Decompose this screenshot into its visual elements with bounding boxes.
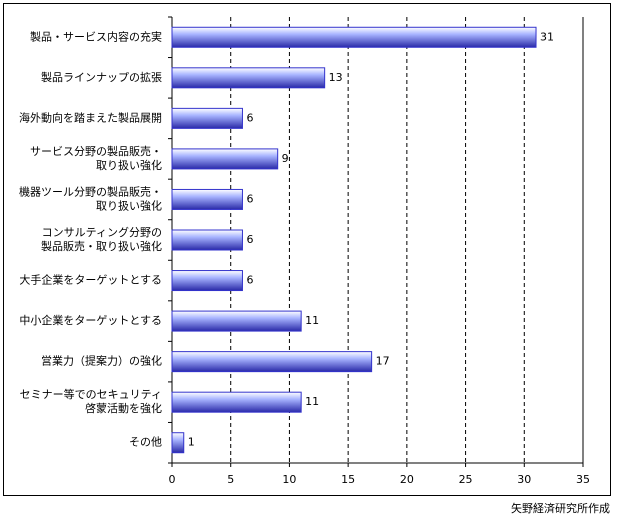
y-tick-label: コンサルティング分野の製品販売・取り扱い強化 [41,225,162,253]
bar [171,351,373,373]
value-label: 13 [329,71,343,84]
value-label: 6 [246,192,253,205]
y-tick-label: 営業力（提案力）の強化 [41,354,162,368]
value-label: 17 [376,355,390,368]
value-label: 6 [246,274,253,287]
x-tick-label: 10 [282,473,296,486]
x-tick-label: 15 [341,473,355,486]
bar [171,229,243,251]
y-tick-label-line: 取り扱い強化 [96,158,162,172]
value-label: 6 [246,111,253,124]
x-tick-label: 0 [169,473,176,486]
y-tick-label-line: 啓蒙活動を強化 [85,401,162,415]
value-label: 11 [305,314,319,327]
y-tick-label: 製品ラインナップの拡張 [41,70,162,84]
y-tick-label: セミナー等でのセキュリティ啓蒙活動を強化 [20,387,162,415]
value-label: 1 [188,436,195,449]
y-tick-label: 機器ツール分野の製品販売・取り扱い強化 [19,184,162,212]
y-tick-label: 大手企業をターゲットとする [19,273,162,287]
source-note: 矢野経済研究所作成 [511,501,610,515]
value-label: 11 [305,395,319,408]
bar [171,148,279,170]
bar [171,26,537,48]
y-tick-label-line: サービス分野の製品販売・ [30,144,162,158]
bar [171,107,243,129]
value-label: 6 [246,233,253,246]
y-tick-label-line: 製品ラインナップの拡張 [41,70,162,84]
x-tick-label: 35 [576,473,590,486]
y-tick-label-line: 海外動向を踏まえた製品展開 [19,110,162,124]
x-tick-label: 20 [400,473,414,486]
y-tick-label-line: 製品・サービス内容の充実 [30,29,162,43]
bar [171,391,302,413]
bar [171,432,185,454]
x-tick-label: 25 [459,473,473,486]
bar [171,188,243,210]
y-tick-label: サービス分野の製品販売・取り扱い強化 [30,144,162,172]
y-tick-label-line: 取り扱い強化 [96,198,162,212]
y-tick-label-line: 機器ツール分野の製品販売・ [19,184,162,198]
value-label: 9 [282,152,289,165]
y-tick-label-line: 製品販売・取り扱い強化 [41,239,162,253]
bar [171,270,243,292]
bar [171,310,302,332]
bar [171,67,326,89]
y-tick-label-line: セミナー等でのセキュリティ [20,387,162,401]
y-tick-label: 製品・サービス内容の充実 [30,29,162,43]
y-tick-label-line: その他 [129,436,162,449]
y-tick-label: その他 [129,436,162,449]
y-tick-label-line: 営業力（提案力）の強化 [41,354,162,368]
y-tick-label-line: コンサルティング分野の [42,225,162,239]
y-tick-label: 中小企業をターゲットとする [19,313,162,327]
x-tick-label: 30 [517,473,531,486]
x-tick-label: 5 [227,473,234,486]
y-tick-label: 海外動向を踏まえた製品展開 [19,110,162,124]
value-label: 31 [540,30,554,43]
y-tick-label-line: 大手企業をターゲットとする [19,273,162,287]
y-tick-label-line: 中小企業をターゲットとする [19,313,162,327]
